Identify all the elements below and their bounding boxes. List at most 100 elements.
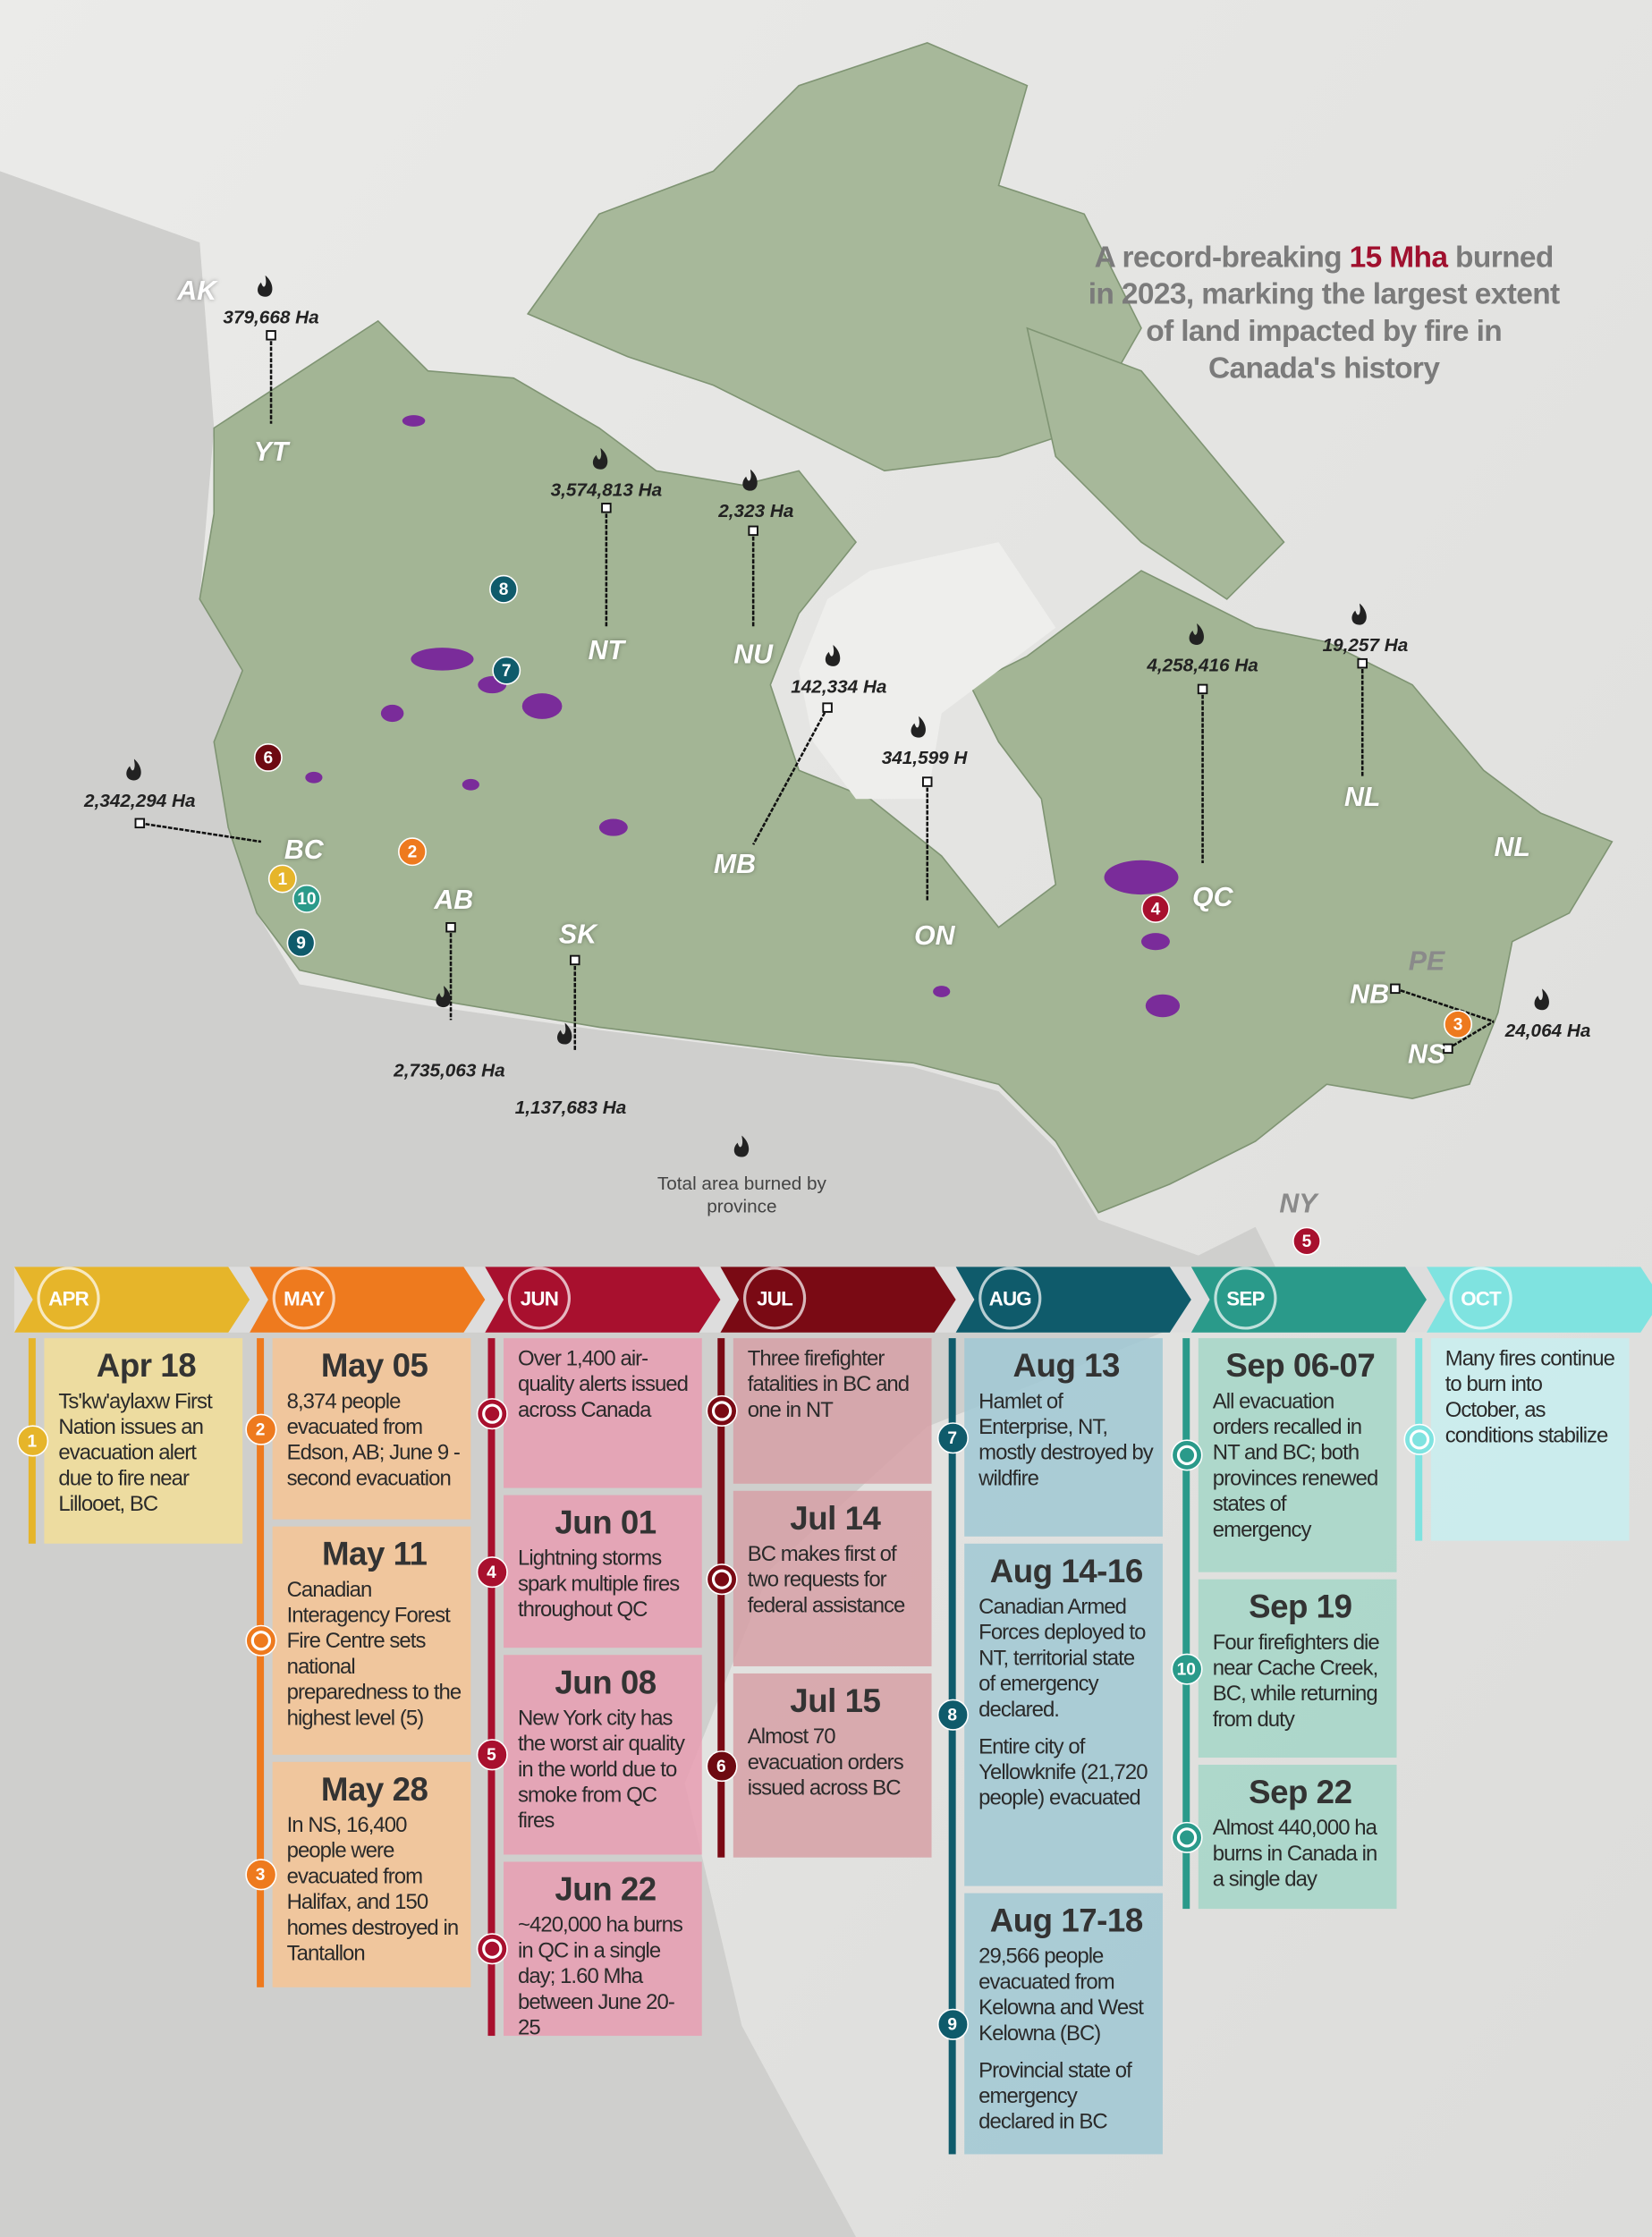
month-label: AUG — [978, 1267, 1042, 1330]
event-text: Ts'kw'aylaxw First Nation issues an evac… — [58, 1389, 212, 1517]
fire-icon — [1189, 623, 1204, 645]
month-label: MAY — [272, 1267, 335, 1330]
event-marker: 7 — [936, 1421, 969, 1453]
event-text: Entire city of Yellowknife (21,720 peopl… — [978, 1734, 1148, 1811]
fire-icon — [557, 1022, 572, 1045]
event-marker: 6 — [705, 1750, 737, 1782]
event-text: New York city has the worst air quality … — [517, 1706, 685, 1834]
map-marker: 7 — [492, 656, 521, 685]
event-card: Over 1,400 air-quality alerts issued acr… — [504, 1338, 702, 1488]
timeline-rail — [948, 1338, 956, 2155]
event-marker — [475, 1933, 508, 1965]
connector-end — [1443, 1043, 1453, 1055]
event-date: Apr 18 — [96, 1346, 197, 1385]
connector-end — [1357, 657, 1368, 669]
area-burned: 2,323 Ha — [718, 500, 794, 521]
event-date: Sep 19 — [1249, 1588, 1352, 1625]
event-marker — [1402, 1423, 1435, 1455]
timeline-rail — [717, 1338, 725, 1858]
event-text: 8,374 people evacuated from Edson, AB; J… — [286, 1389, 461, 1491]
event-text: Lightning storms spark multiple fires th… — [517, 1546, 680, 1623]
event-marker — [1170, 1821, 1202, 1853]
timeline-rail — [257, 1338, 265, 1987]
fire-icon — [1351, 603, 1367, 625]
region-code: PE — [1408, 947, 1445, 978]
fire-icon — [1534, 988, 1549, 1011]
map-marker: 1 — [267, 864, 297, 894]
legend: Total area burned by province — [657, 1173, 826, 1217]
region-code: ON — [913, 921, 955, 952]
map-marker: 3 — [1444, 1010, 1473, 1039]
map-marker: 10 — [292, 884, 321, 913]
event-date: Jun 08 — [555, 1663, 657, 1701]
event-card: Sep 19 Four firefighters die near Cache C… — [1198, 1579, 1397, 1758]
map-marker: 9 — [286, 928, 316, 958]
timeline-rail — [1182, 1338, 1190, 1910]
map-marker: 2 — [398, 837, 427, 867]
fire-icon — [742, 469, 758, 491]
connector — [1447, 1020, 1495, 1050]
event-marker: 3 — [244, 1859, 276, 1891]
event-card: Jun 22 ~420,000 ha burns in QC in a singl… — [504, 1861, 702, 2040]
region-code: SK — [558, 919, 597, 951]
connector — [1394, 987, 1495, 1023]
region-code: NY — [1279, 1190, 1317, 1220]
timeline-rail — [487, 1338, 496, 2037]
region-code: NL — [1494, 833, 1530, 863]
event-marker — [244, 1624, 276, 1657]
event-date: Aug 13 — [1012, 1346, 1121, 1385]
area-burned: 24,064 Ha — [1504, 1019, 1591, 1041]
event-text: Over 1,400 air-quality alerts issued acr… — [517, 1346, 689, 1423]
fire-icon — [126, 758, 141, 781]
area-burned: 2,342,294 Ha — [84, 789, 196, 811]
event-card: Jun 01 Lightning storms spark multiple fi… — [504, 1495, 702, 1648]
connector-end — [601, 503, 612, 513]
event-text: Canadian Interagency Forest Fire Centre … — [286, 1578, 462, 1731]
fire-icon — [258, 275, 273, 297]
event-marker: 4 — [475, 1555, 508, 1588]
region-code: NS — [1407, 1039, 1446, 1071]
region-code: NU — [733, 640, 774, 671]
event-card: May 05 8,374 people evacuated from Edson,… — [272, 1338, 471, 1520]
connector-end — [570, 954, 580, 966]
region-code: QC — [1192, 883, 1233, 913]
event-date: Jun 01 — [555, 1504, 657, 1541]
map-marker: 6 — [253, 742, 283, 772]
burn-areas — [305, 415, 1181, 1018]
event-card: Jul 15 Almost 70 evacuation orders issued… — [733, 1673, 932, 1858]
event-card: Sep 22 Almost 440,000 ha burns in Canada … — [1198, 1765, 1397, 1910]
baffin-island — [1026, 326, 1285, 600]
event-marker — [705, 1394, 737, 1427]
fire-icon — [592, 447, 608, 470]
region-code: AK — [177, 276, 217, 307]
map-marker: 8 — [489, 574, 518, 604]
event-date: Aug 17-18 — [989, 1902, 1144, 1939]
event-marker: 8 — [936, 1699, 969, 1731]
headline: A record-breaking 15 Mha burned in 2023,… — [1084, 240, 1563, 388]
canada-mainland — [199, 319, 1614, 1214]
connector-end — [134, 818, 146, 829]
event-text: 29,566 people evacuated from Kelowna and… — [978, 1944, 1144, 2046]
event-text: Almost 70 evacuation orders issued acros… — [747, 1724, 904, 1801]
event-date: May 05 — [320, 1346, 428, 1385]
headline-rest: burned in 2023, marking the largest exte… — [1088, 241, 1560, 386]
fire-icon — [436, 986, 451, 1008]
event-marker: 2 — [244, 1412, 276, 1445]
connector-end — [822, 702, 833, 713]
event-marker — [1170, 1439, 1202, 1471]
event-text: All evacuation orders recalled in NT and… — [1212, 1389, 1379, 1543]
event-card: May 28 In NS, 16,400 people were evacuate… — [272, 1761, 471, 1987]
event-card: Aug 14-16 Canadian Armed Forces deployed … — [964, 1543, 1163, 1886]
fire-icon — [911, 716, 926, 738]
event-card: Jul 14 BC makes first of two requests for… — [733, 1490, 932, 1666]
area-burned: 341,599 H — [881, 746, 968, 768]
region-code: NT — [588, 636, 625, 666]
area-burned: 2,735,063 Ha — [394, 1059, 505, 1081]
area-burned: 3,574,813 Ha — [550, 479, 663, 501]
event-text: BC makes first of two requests for feder… — [747, 1542, 906, 1618]
region-code: NB — [1350, 979, 1390, 1011]
connector-end — [748, 525, 758, 537]
connector-end — [1197, 683, 1208, 695]
event-card: Jun 08 New York city has the worst air qu… — [504, 1655, 702, 1855]
